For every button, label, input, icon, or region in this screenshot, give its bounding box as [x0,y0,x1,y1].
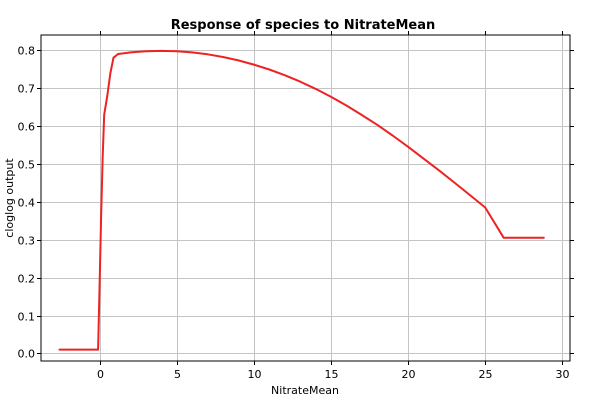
y-axis-label: cloglog output [3,158,16,238]
y-tick-label: 0.3 [18,235,36,248]
x-tick-label: 10 [248,368,262,381]
series-layer [58,49,545,351]
x-tick-label: 15 [325,368,339,381]
axis-ticks: 0 5 10 15 20 25 30 0.0 0.1 0.2 0.3 0.4 0.5 0.6 0.7 0.8 [18,31,574,381]
response-curve-line-0 [58,49,545,351]
y-tick-label: 0.0 [18,348,36,361]
y-tick-label: 0.8 [18,45,36,58]
chart-title: Response of species to NitrateMean [171,18,436,33]
x-axis-label: NitrateMean [271,384,339,397]
y-tick-label: 0.5 [18,159,36,172]
y-tick-label: 0.6 [18,121,36,134]
y-tick-label: 0.4 [18,197,36,210]
x-tick-label: 30 [556,368,570,381]
plot-frame [40,34,571,362]
x-tick-label: 0 [97,368,104,381]
x-tick-label: 20 [402,368,416,381]
y-tick-label: 0.2 [18,273,36,286]
x-tick-label: 5 [174,368,181,381]
grid-lines [41,35,570,361]
y-tick-label: 0.1 [18,311,36,324]
y-tick-label: 0.7 [18,83,36,96]
x-tick-label: 25 [479,368,493,381]
